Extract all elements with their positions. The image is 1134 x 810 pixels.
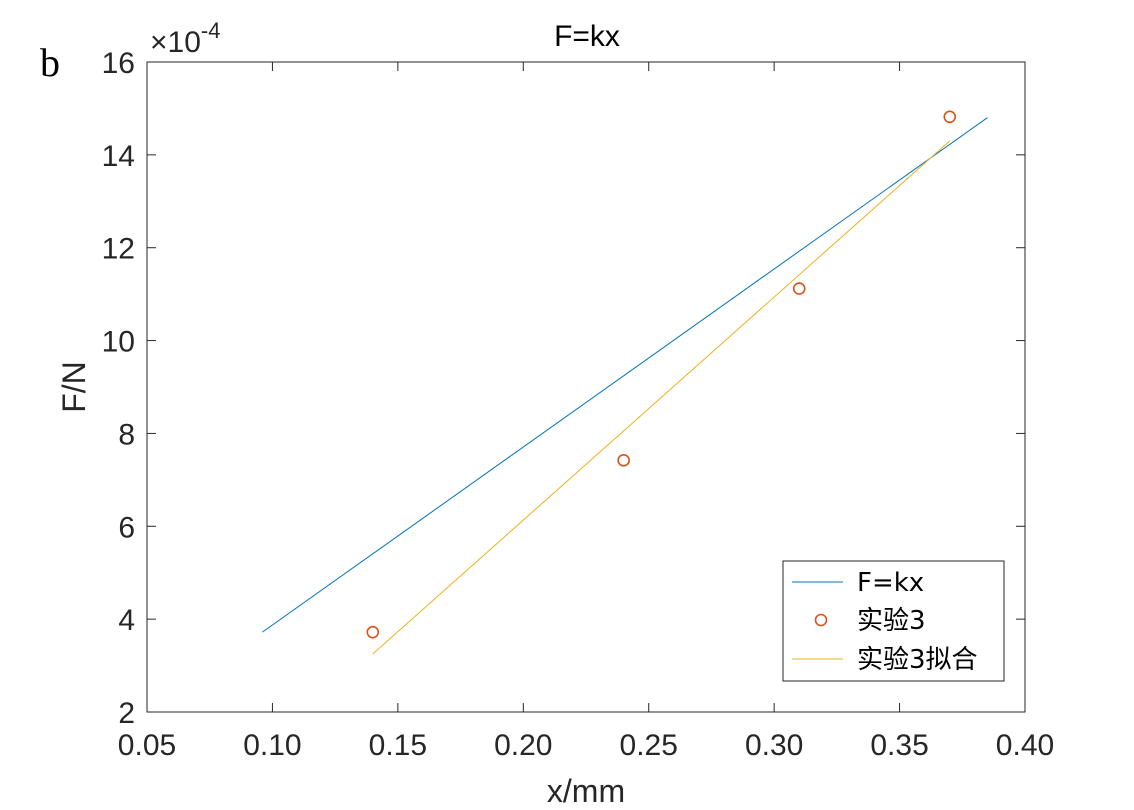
y-tick-label: 14 <box>102 140 135 173</box>
exp3-data-point <box>617 454 630 467</box>
y-tick-label: 6 <box>118 511 135 544</box>
legend-label-exp3: 实验3 <box>857 606 926 636</box>
x-tick-label: 0.35 <box>870 729 928 762</box>
legend: F=kx 实验3 实验3拟合 <box>782 560 1005 682</box>
x-tick-label: 0.15 <box>369 729 427 762</box>
y-tick-label: 2 <box>118 697 135 730</box>
legend-box <box>782 560 1005 682</box>
y-tick-label: 16 <box>102 47 135 80</box>
legend-swatch-exp3 <box>814 613 828 627</box>
y-tick-label: 8 <box>118 418 135 451</box>
y-exponent-power: -4 <box>201 18 221 43</box>
y-tick-label: 12 <box>102 233 135 266</box>
f-kx-line <box>262 117 988 633</box>
chart-title: F=kx <box>554 20 620 53</box>
series-layer <box>262 110 988 655</box>
exp3-data-point <box>792 282 806 295</box>
legend-label-f-kx: F=kx <box>857 568 924 598</box>
exp3-fit-line <box>372 140 951 655</box>
exp3-data-point <box>943 110 957 124</box>
exp3-data-point <box>366 625 380 639</box>
y-tick-label: 10 <box>102 326 135 359</box>
panel-label: b <box>40 40 60 85</box>
x-tick-label: 0.10 <box>243 729 301 762</box>
x-tick-label: 0.05 <box>118 729 176 762</box>
y-tick-label: 4 <box>118 604 135 637</box>
y-exponent: ×10-4 <box>150 18 220 59</box>
legend-label-exp3-fit: 实验3拟合 <box>857 645 978 675</box>
x-tick-label: 0.40 <box>996 729 1054 762</box>
y-axis-ticks: 2 4 6 8 10 12 14 16 <box>102 47 1025 730</box>
x-tick-label: 0.20 <box>494 729 552 762</box>
x-tick-label: 0.25 <box>620 729 678 762</box>
x-tick-label: 0.30 <box>745 729 803 762</box>
x-axis-ticks: 0.05 0.10 0.15 0.20 0.25 0.30 0.35 0.40 <box>118 62 1054 762</box>
y-axis-label: F/N <box>56 361 92 413</box>
y-exponent-base: ×10 <box>150 26 201 59</box>
x-axis-label: x/mm <box>547 773 625 809</box>
